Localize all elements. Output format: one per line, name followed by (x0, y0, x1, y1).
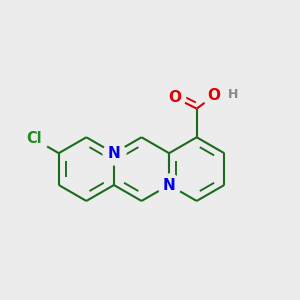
Text: N: N (108, 146, 120, 161)
Text: N: N (163, 178, 176, 193)
Text: H: H (228, 88, 238, 101)
Text: O: O (168, 90, 181, 105)
Text: Cl: Cl (26, 131, 42, 146)
Text: O: O (208, 88, 221, 104)
